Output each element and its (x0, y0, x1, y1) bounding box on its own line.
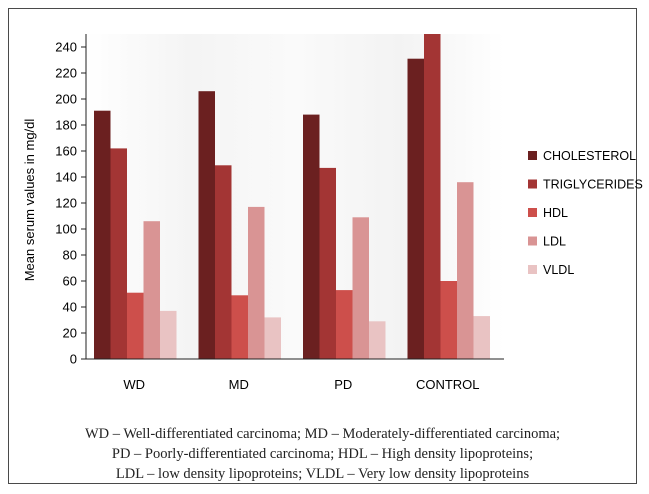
x-tick-label-control: CONTROL (416, 377, 480, 392)
caption-line-3: LDL – low density lipoproteins; VLDL – V… (10, 464, 635, 484)
legend-swatch-vldl (528, 265, 537, 274)
bar-triglycerides-md (215, 165, 232, 359)
bar-ldl-md (248, 207, 265, 359)
bar-vldl-wd (160, 311, 177, 359)
y-tick-label-180: 180 (55, 118, 77, 133)
legend-label-cholesterol: CHOLESTEROL (543, 149, 636, 163)
bar-ldl-wd (144, 221, 161, 359)
bar-cholesterol-control (408, 59, 425, 359)
bar-triglycerides-pd (320, 168, 337, 359)
x-tick-label-md: MD (229, 377, 249, 392)
y-tick-label-20: 20 (63, 326, 77, 341)
legend-label-ldl: LDL (543, 235, 566, 249)
bar-chart: 0 20 40 60 80 100 120 140 160 180 200 220 240 WD MD PD… (0, 0, 649, 420)
bar-vldl-pd (369, 321, 386, 359)
x-tick-label-wd: WD (123, 377, 145, 392)
y-axis-label: Mean serum values in mg/dl (22, 119, 37, 282)
x-axis-ticks: WD MD PD CONTROL (123, 377, 479, 392)
legend-label-hdl: HDL (543, 206, 568, 220)
bar-hdl-md (232, 295, 249, 359)
caption-line-1: WD – Well-differentiated carcinoma; MD –… (10, 424, 635, 444)
legend-swatch-ldl (528, 237, 537, 246)
y-tick-label-120: 120 (55, 196, 77, 211)
bar-hdl-control (441, 281, 458, 359)
y-tick-label-140: 140 (55, 170, 77, 185)
legend-label-vldl: VLDL (543, 263, 574, 277)
legend: CHOLESTEROL TRIGLYCERIDES HDL LDL VLDL (528, 149, 643, 277)
bar-hdl-wd (127, 293, 144, 359)
y-tick-label-220: 220 (55, 66, 77, 81)
y-tick-label-0: 0 (70, 352, 77, 367)
y-tick-label-60: 60 (63, 274, 77, 289)
bar-vldl-control (474, 316, 491, 359)
y-tick-label-100: 100 (55, 222, 77, 237)
figure-caption: WD – Well-differentiated carcinoma; MD –… (10, 424, 635, 484)
bar-cholesterol-wd (94, 111, 111, 359)
bar-vldl-md (265, 317, 282, 359)
y-tick-label-80: 80 (63, 248, 77, 263)
bar-ldl-pd (353, 217, 370, 359)
y-tick-label-160: 160 (55, 144, 77, 159)
bar-ldl-control (457, 182, 474, 359)
legend-swatch-triglycerides (528, 180, 537, 189)
legend-swatch-hdl (528, 208, 537, 217)
legend-label-triglycerides: TRIGLYCERIDES (543, 178, 643, 192)
bar-cholesterol-md (199, 91, 216, 359)
x-tick-label-pd: PD (334, 377, 352, 392)
y-tick-label-240: 240 (55, 40, 77, 55)
bar-triglycerides-control (424, 34, 441, 359)
caption-line-2: PD – Poorly-differentiated carcinoma; HD… (10, 444, 635, 464)
bar-cholesterol-pd (303, 115, 320, 359)
legend-swatch-cholesterol (528, 151, 537, 160)
bar-hdl-pd (336, 290, 353, 359)
bar-triglycerides-wd (111, 148, 128, 359)
y-tick-label-200: 200 (55, 92, 77, 107)
y-tick-label-40: 40 (63, 300, 77, 315)
y-axis-ticks: 0 20 40 60 80 100 120 140 160 180 200 220 240 (55, 40, 86, 367)
